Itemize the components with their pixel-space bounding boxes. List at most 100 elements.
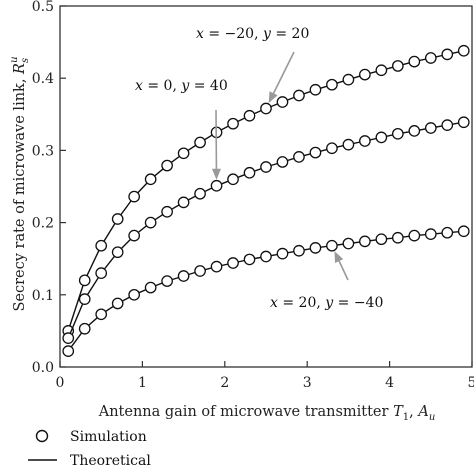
annotation-3: x = 20, y = −40 <box>270 251 383 311</box>
data-point <box>243 109 256 122</box>
data-point <box>375 64 388 77</box>
data-point <box>243 253 256 266</box>
series-layer <box>62 44 470 357</box>
data-point <box>441 119 454 131</box>
data-point <box>441 226 454 239</box>
data-point <box>293 244 305 257</box>
data-point <box>441 48 454 61</box>
data-point <box>260 102 272 115</box>
legend-item: Theoretical <box>28 453 151 469</box>
data-point <box>111 297 124 310</box>
data-point <box>78 274 91 287</box>
y-tick-label: 0.4 <box>32 71 54 87</box>
legend-item: Simulation <box>35 429 147 445</box>
data-point <box>227 117 239 130</box>
annotation-1: x = −20, y = 20 <box>196 26 309 104</box>
x-axis-label: Antenna gain of microwave transmitter T1… <box>98 404 436 423</box>
data-point <box>161 205 173 218</box>
data-point <box>424 52 437 64</box>
data-point <box>111 213 124 225</box>
series-2 <box>62 116 470 344</box>
data-point <box>128 288 141 301</box>
data-point <box>161 159 173 172</box>
x-tick-label: 3 <box>303 375 312 391</box>
legend: Simulation Theoretical <box>28 429 151 469</box>
data-point <box>359 135 371 147</box>
data-point <box>276 247 289 260</box>
data-point <box>342 73 355 86</box>
data-point <box>276 96 289 108</box>
data-point <box>457 225 470 238</box>
data-point <box>144 216 157 229</box>
annotation-layer: x = −20, y = 20 x = 0, y = 40 x = 20, y = … <box>135 26 383 311</box>
data-point <box>128 229 141 242</box>
x-tick-label: 0 <box>56 375 65 391</box>
data-point <box>293 151 305 163</box>
data-point <box>342 138 355 151</box>
annotation-arrowhead <box>334 251 344 264</box>
data-point <box>194 265 206 277</box>
data-point <box>309 242 322 254</box>
data-point <box>144 281 157 294</box>
data-point <box>457 116 470 129</box>
data-point <box>326 239 338 252</box>
data-point <box>375 131 388 144</box>
plot-axes: 0 1 2 3 4 5 0.0 0.1 0.2 0.3 0.4 0.5 <box>32 0 474 391</box>
annotation-arrowhead <box>211 168 221 180</box>
annotation-label: x = 20, y = −40 <box>270 295 383 311</box>
data-point <box>177 270 190 282</box>
data-point <box>95 308 108 321</box>
y-tick-label: 0.2 <box>32 216 54 232</box>
legend-label: Theoretical <box>70 453 151 469</box>
annotation-label: x = 0, y = 40 <box>135 78 228 94</box>
data-point <box>260 161 272 173</box>
data-point <box>309 83 322 96</box>
data-point <box>227 173 239 186</box>
annotation-arrow <box>337 258 349 281</box>
x-tick-label: 5 <box>468 375 474 391</box>
data-point <box>391 60 404 72</box>
data-point <box>194 136 206 149</box>
data-point <box>424 228 437 241</box>
series-line <box>67 121 464 339</box>
data-point <box>391 231 404 244</box>
data-point <box>227 257 239 269</box>
data-point <box>342 237 355 250</box>
data-point <box>210 260 223 273</box>
y-tick-label: 0.5 <box>32 0 54 15</box>
series-line <box>67 230 464 352</box>
data-point <box>78 322 91 335</box>
data-point <box>375 233 388 246</box>
data-point <box>276 156 289 168</box>
x-tick-label: 1 <box>138 375 147 391</box>
y-tick-label: 0.3 <box>32 143 54 159</box>
data-point <box>326 78 338 91</box>
y-axis-label: Secrecy rate of microwave link, Rsu <box>9 56 31 311</box>
data-point <box>161 275 173 287</box>
data-point <box>309 146 322 159</box>
series-3 <box>62 225 470 357</box>
data-point <box>95 267 108 279</box>
data-point <box>408 55 421 68</box>
data-point <box>95 239 108 252</box>
data-point <box>210 179 223 192</box>
data-point <box>359 68 371 81</box>
data-point <box>326 142 338 155</box>
annotation-arrow <box>271 51 295 97</box>
data-point <box>111 246 124 259</box>
x-tick-label: 2 <box>220 375 229 391</box>
data-point <box>177 196 190 209</box>
x-tick-label: 4 <box>385 375 394 391</box>
series-line <box>67 50 464 332</box>
data-point <box>391 127 404 140</box>
data-point <box>62 345 75 357</box>
legend-marker-circle <box>35 429 49 443</box>
data-point <box>359 235 371 248</box>
data-point <box>260 250 272 263</box>
data-point <box>243 166 256 179</box>
data-point <box>78 293 91 305</box>
y-tick-label: 0.1 <box>32 288 54 304</box>
data-point <box>194 187 206 200</box>
annotation-label: x = −20, y = 20 <box>196 26 309 42</box>
